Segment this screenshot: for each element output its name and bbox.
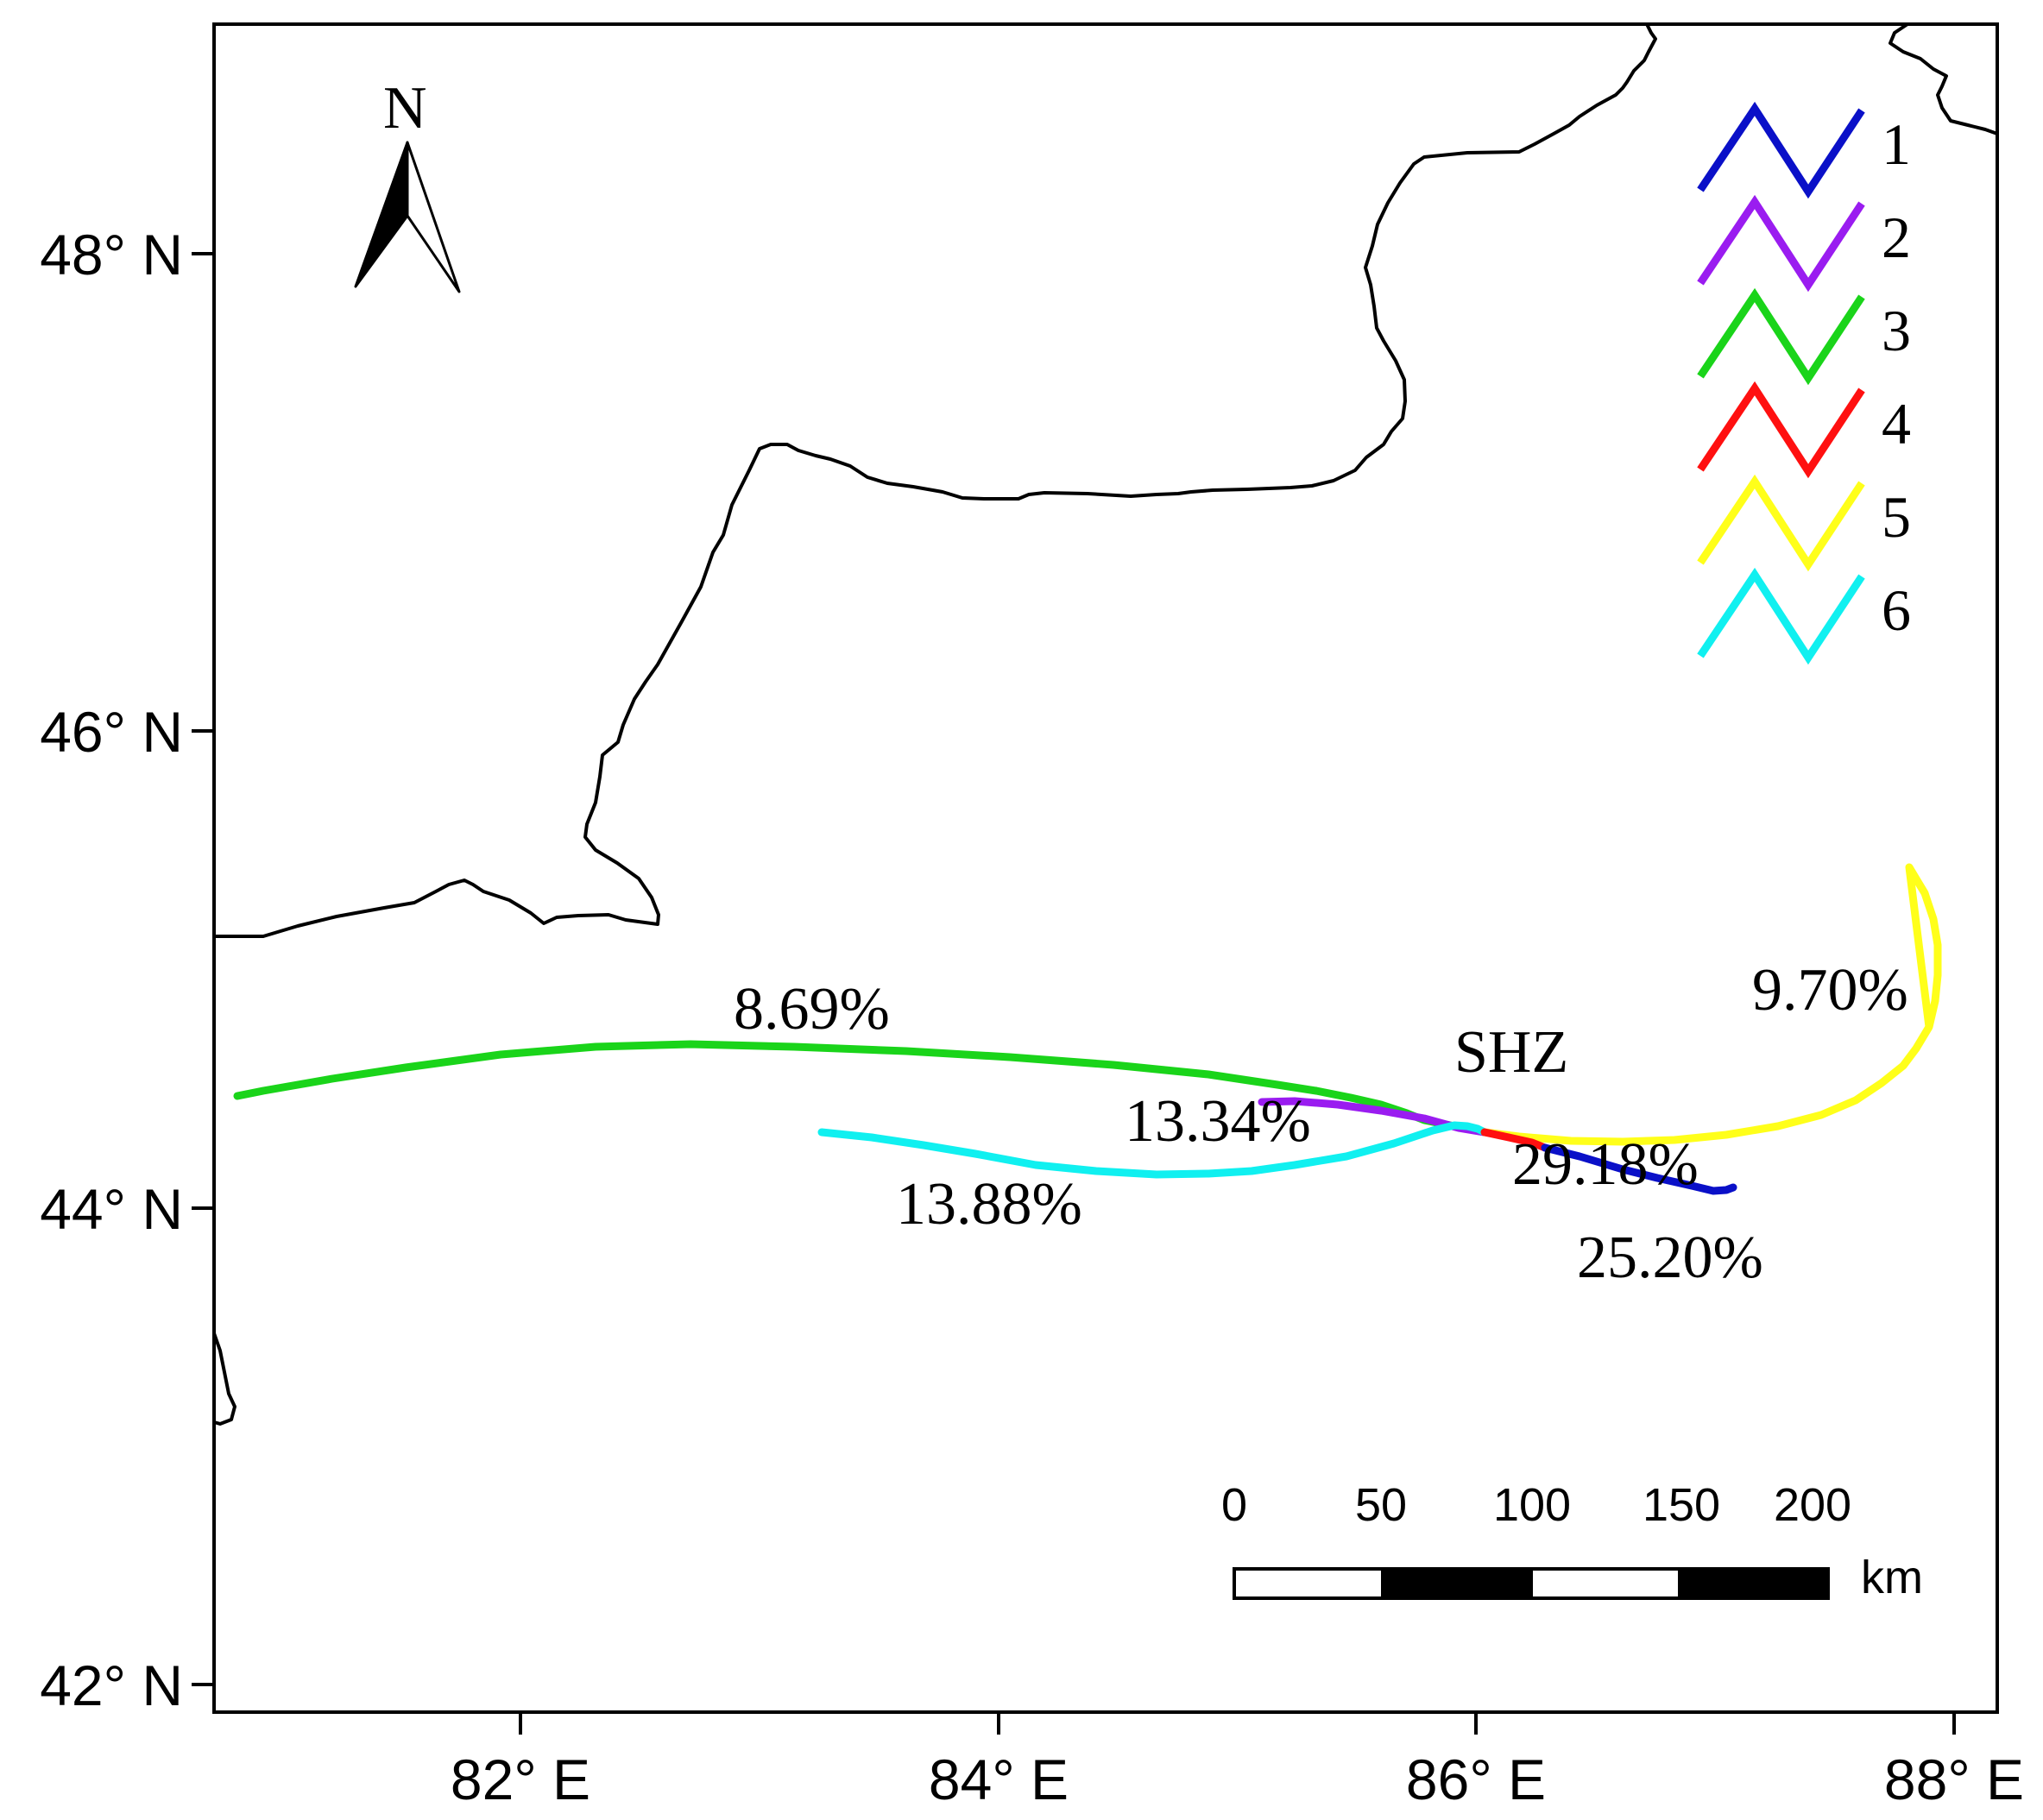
boundary-line	[214, 23, 1657, 938]
legend-label-4: 4	[1882, 391, 1911, 457]
scale-tick-50: 50	[1355, 1479, 1407, 1531]
legend-item-1: 1	[1697, 101, 1911, 199]
lon-label-86: 86° E	[1406, 1748, 1546, 1811]
lon-label-84: 84° E	[929, 1748, 1069, 1811]
legend-item-6: 6	[1697, 567, 1911, 665]
trajectory-3	[233, 1040, 1489, 1137]
lon-label-82: 82° E	[451, 1748, 590, 1811]
cluster-5-percent: 9.70%	[1752, 957, 1908, 1023]
lat-label-46: 46° N	[40, 700, 183, 764]
legend-item-2: 2	[1697, 194, 1911, 293]
boundary-line-southwest	[212, 1332, 236, 1426]
station-label: SHZ	[1454, 1019, 1568, 1086]
legend-item-3: 3	[1697, 287, 1911, 386]
cluster-2-percent: 13.34%	[1125, 1088, 1311, 1155]
cluster-4-percent: 29.18%	[1512, 1131, 1699, 1198]
legend-label-3: 3	[1882, 298, 1911, 363]
legend-swatch-4	[1697, 381, 1865, 479]
scale-segment-2	[1381, 1567, 1533, 1600]
trajectory-6	[817, 1121, 1489, 1179]
trajectory-5	[1480, 863, 1942, 1146]
north-arrow-label: N	[383, 75, 427, 142]
legend-swatch-3	[1697, 287, 1865, 386]
trajectory-1	[1541, 1143, 1737, 1195]
legend-label-1: 1	[1882, 111, 1911, 177]
trajectory-4	[1480, 1128, 1549, 1152]
map-frame	[212, 22, 1999, 1714]
legend-label-6: 6	[1882, 577, 1911, 643]
legend-label-5: 5	[1882, 484, 1911, 550]
scale-tick-100: 100	[1493, 1479, 1571, 1531]
legend: 1 2 3 4 5 6	[1697, 101, 1911, 665]
legend-swatch-5	[1697, 474, 1865, 572]
scale-tick-200: 200	[1774, 1479, 1851, 1531]
lon-label-88: 88° E	[1884, 1748, 2024, 1811]
lat-label-48: 48° N	[40, 223, 183, 287]
scale-tick-150: 150	[1643, 1479, 1720, 1531]
scale-segment-1	[1233, 1567, 1384, 1600]
legend-swatch-1	[1697, 101, 1865, 199]
cluster-3-percent: 8.69%	[734, 976, 890, 1042]
boundary-line-northeast	[1889, 22, 1998, 135]
lat-label-42: 42° N	[40, 1653, 183, 1717]
north-arrow-outline-icon	[406, 141, 461, 293]
lat-label-44: 44° N	[40, 1177, 183, 1241]
legend-item-4: 4	[1697, 381, 1911, 479]
legend-label-2: 2	[1882, 205, 1911, 270]
scale-segment-3	[1529, 1567, 1681, 1600]
legend-swatch-2	[1697, 194, 1865, 293]
scale-bar: 0 50 100 150 200 km	[1221, 1479, 1923, 1603]
latitude-axis: 48° N 46° N 44° N 42° N	[40, 223, 214, 1717]
cluster-1-percent: 25.20%	[1577, 1225, 1763, 1291]
scale-unit: km	[1861, 1552, 1923, 1603]
scale-tick-0: 0	[1221, 1479, 1247, 1531]
cluster-6-percent: 13.88%	[896, 1171, 1082, 1237]
longitude-axis: 82° E 84° E 86° E 88° E	[451, 1712, 2024, 1811]
legend-item-5: 5	[1697, 474, 1911, 572]
legend-swatch-6	[1697, 567, 1865, 665]
north-arrow: N	[354, 75, 461, 293]
scale-segment-4	[1678, 1567, 1830, 1600]
